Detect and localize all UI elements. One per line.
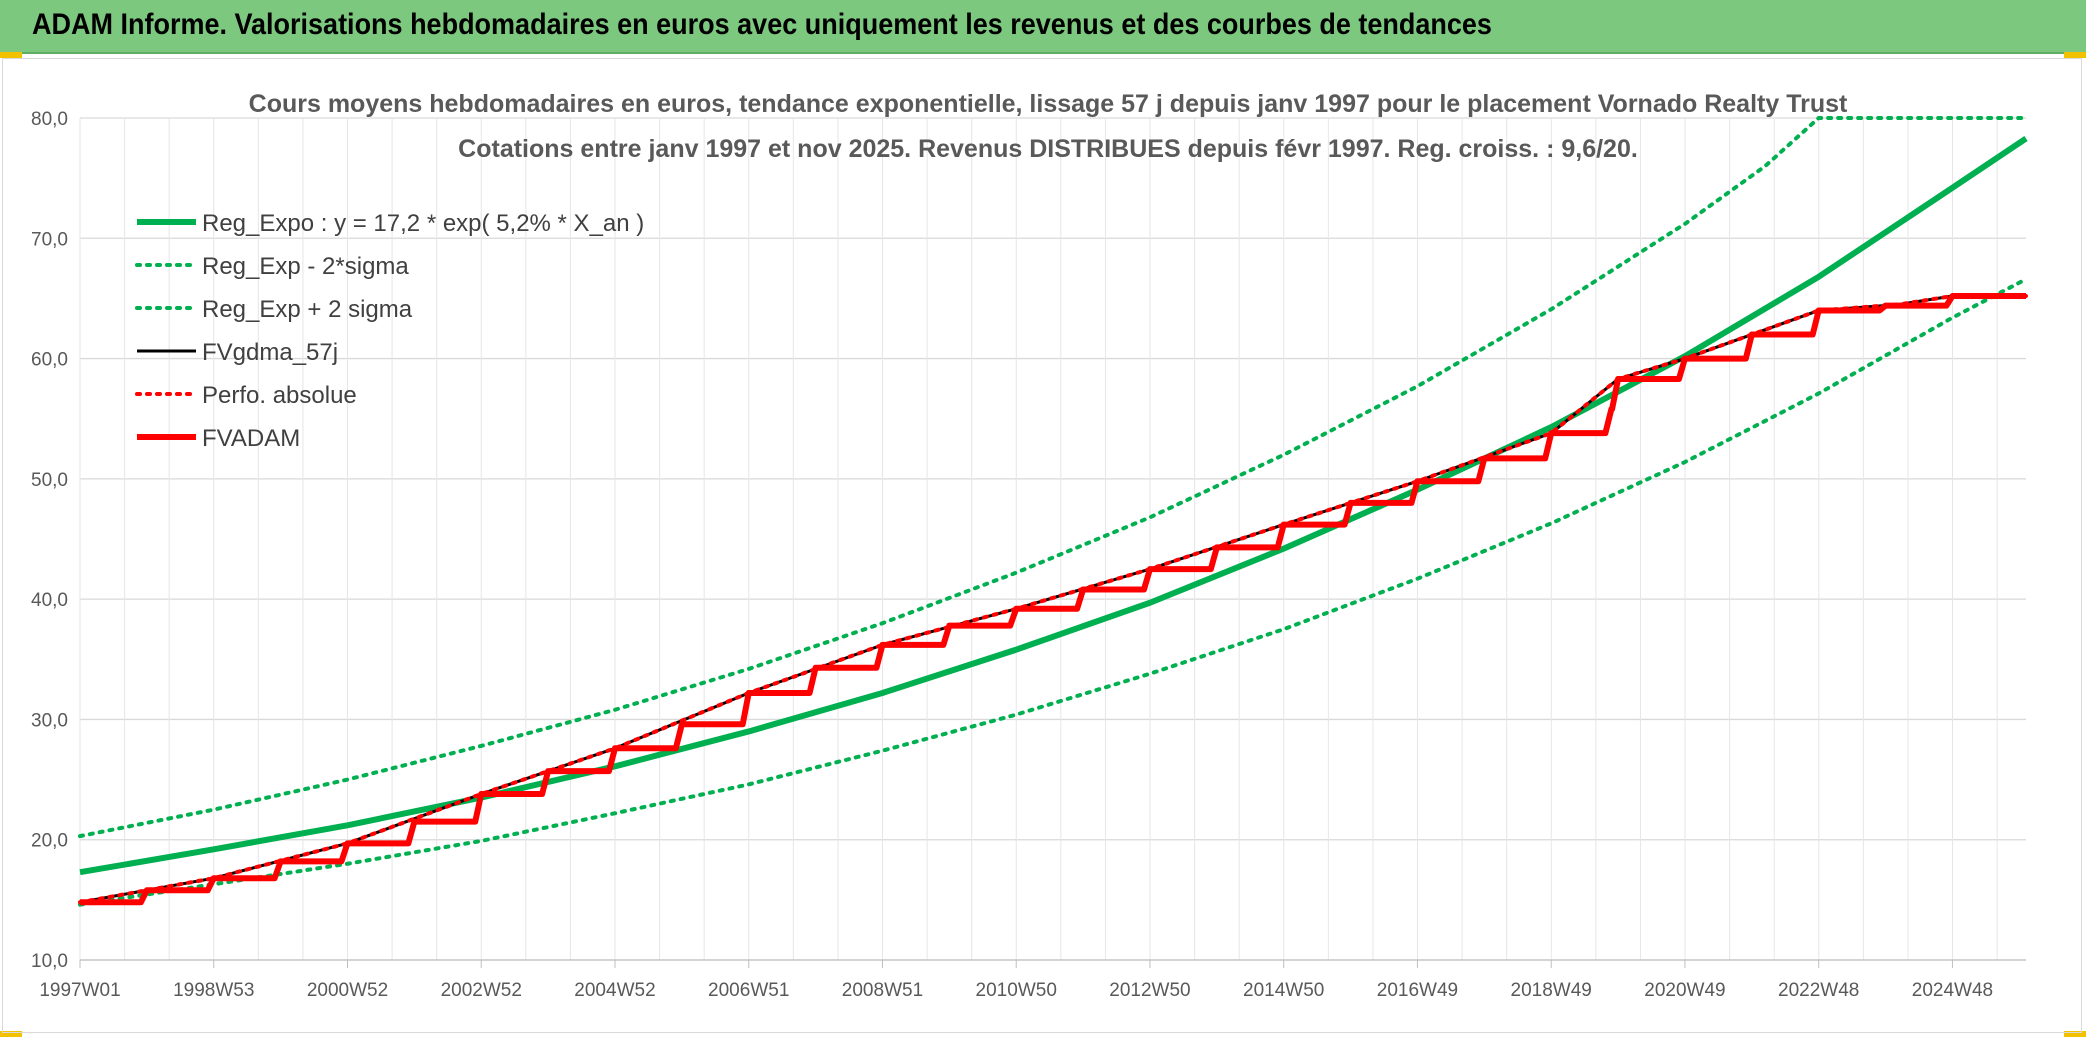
series-line-reg_exp [78, 277, 2028, 907]
corner-accent-bottom-left [0, 1031, 22, 1037]
legend-label: Reg_Exp - 2*sigma [202, 253, 409, 280]
report-banner: ADAM Informe. Valorisations hebdomadaire… [0, 0, 2086, 54]
y-tick-label: 10,0 [31, 951, 68, 972]
x-tick-label: 1997W01 [39, 980, 120, 1001]
x-tick-label: 2008W51 [842, 980, 923, 1001]
report-title: ADAM Informe. Valorisations hebdomadaire… [32, 8, 1492, 41]
series-layer [78, 116, 2028, 907]
axis-ticks: 10,0 20,0 30,0 40,0 50,0 60,0 70,0 80,0 1997W01 1… [31, 109, 2026, 1001]
x-tick-label: 2022W48 [1778, 980, 1859, 1001]
x-tick-label: 1998W53 [173, 980, 254, 1001]
legend-label: FVADAM [202, 425, 300, 452]
chart-title: Cours moyens hebdomadaires en euros, ten… [249, 90, 1848, 118]
y-tick-label: 80,0 [31, 109, 68, 130]
corner-accent-left [0, 52, 22, 58]
x-tick-label: 2016W49 [1377, 980, 1458, 1001]
x-tick-label: 2014W50 [1243, 980, 1324, 1001]
chart-frame [2, 58, 2082, 1033]
series-line-reg_expo [79, 135, 2028, 876]
x-tick-label: 2010W50 [976, 980, 1057, 1001]
y-tick-label: 70,0 [31, 229, 68, 250]
y-tick-label: 30,0 [31, 710, 68, 731]
y-tick-label: 60,0 [31, 350, 68, 371]
x-tick-label: 2004W52 [574, 980, 655, 1001]
x-tick-label: 2002W52 [441, 980, 522, 1001]
x-tick-label: 2020W49 [1644, 980, 1725, 1001]
legend-label: Reg_Expo : y = 17,2 * exp( 5,2% * X_an ) [202, 210, 644, 237]
series-line-perfo [78, 294, 2028, 905]
y-tick-label: 50,0 [31, 470, 68, 491]
x-tick-label: 2024W48 [1912, 980, 1993, 1001]
x-tick-label: 2012W50 [1109, 980, 1190, 1001]
chart-subtitle: Cotations entre janv 1997 et nov 2025. R… [458, 135, 1638, 163]
corner-accent-bottom-right [2064, 1031, 2086, 1037]
corner-accent-right [2064, 52, 2086, 58]
legend-label: Reg_Exp + 2 sigma [202, 296, 413, 323]
y-tick-label: 40,0 [31, 590, 68, 611]
legend-label: FVgdma_57j [202, 339, 338, 366]
x-tick-label: 2000W52 [307, 980, 388, 1001]
x-tick-label: 2018W49 [1511, 980, 1592, 1001]
y-tick-label: 20,0 [31, 831, 68, 852]
series-line-reg_exp [78, 116, 2028, 839]
legend: Reg_Expo : y = 17,2 * exp( 5,2% * X_an )… [135, 210, 644, 452]
legend-label: Perfo. absolue [202, 382, 357, 409]
x-tick-label: 2006W51 [708, 980, 789, 1001]
